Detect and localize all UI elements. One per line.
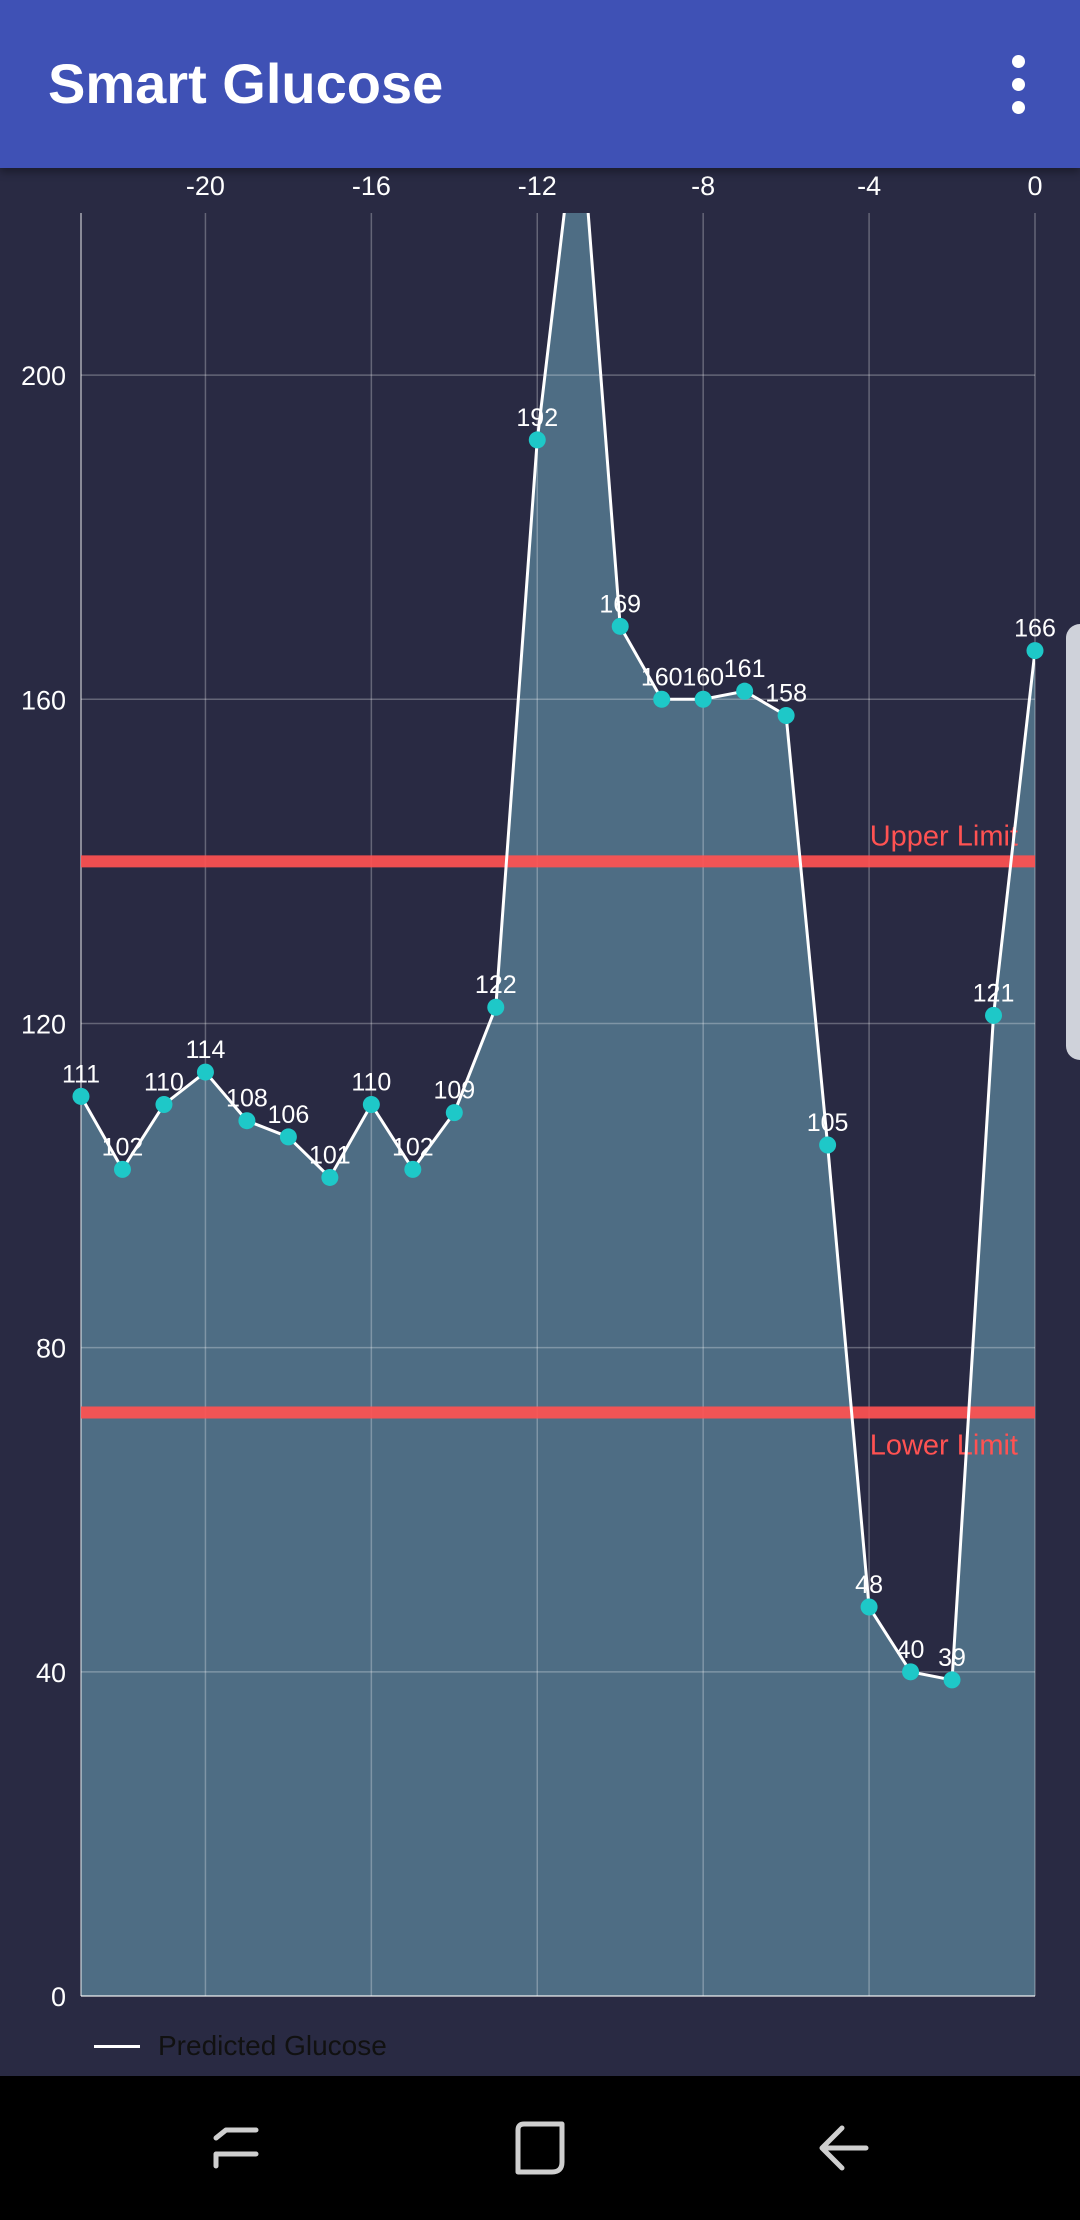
data-point [902, 1663, 920, 1681]
recents-icon[interactable] [188, 2098, 288, 2198]
data-point [860, 1598, 878, 1616]
data-point [777, 706, 795, 724]
data-label: 169 [599, 590, 641, 618]
x-tick-label: 0 [1027, 171, 1042, 201]
y-tick-label: 120 [21, 1009, 66, 1039]
dot [1011, 100, 1025, 114]
data-label: 39 [938, 1644, 966, 1672]
series-line [81, 213, 1035, 1682]
data-label: 40 [897, 1636, 925, 1664]
chart-svg[interactable]: -20 -16 -12 -8 -4 0 0 40 80 120 160 200 Upper Limit L… [0, 168, 1080, 2076]
y-tick-label: 0 [51, 1982, 66, 2012]
dot [1011, 77, 1025, 91]
data-label: 166 [1014, 615, 1056, 643]
limit-label: Upper Limit [870, 820, 1018, 852]
x-tick-label: -12 [518, 171, 557, 201]
data-point [72, 1087, 90, 1105]
data-label: 110 [351, 1069, 391, 1097]
data-point [238, 1112, 256, 1130]
data-point [404, 1160, 422, 1178]
data-point [1026, 642, 1044, 660]
data-point [736, 682, 754, 700]
data-point [653, 690, 671, 708]
area-fill [81, 213, 1035, 1996]
x-tick-label: -4 [857, 171, 881, 201]
data-label: 108 [226, 1085, 268, 1113]
home-icon[interactable] [490, 2098, 590, 2198]
y-tick-label: 200 [21, 361, 66, 391]
data-label: 101 [309, 1141, 351, 1169]
data-point [196, 1063, 214, 1081]
chart-legend: Predicted Glucose [94, 2024, 387, 2068]
data-point [362, 1096, 380, 1113]
data-label: 158 [765, 679, 807, 707]
y-tick-label: 160 [21, 685, 66, 715]
data-point [279, 1128, 297, 1146]
data-point [321, 1168, 339, 1186]
data-point [528, 431, 546, 449]
data-label: 114 [186, 1036, 226, 1064]
legend-label: Predicted Glucose [158, 2030, 387, 2061]
data-point [113, 1160, 131, 1178]
app-bar: Smart Glucose [0, 0, 1080, 168]
limit-label: Lower Limit [870, 1429, 1018, 1461]
legend-line-icon [94, 2044, 140, 2048]
x-tick-label: -20 [186, 171, 225, 201]
data-point [985, 1006, 1003, 1024]
data-label: 110 [144, 1069, 184, 1097]
data-label: 105 [807, 1109, 849, 1137]
back-icon[interactable] [794, 2098, 894, 2198]
data-label: 102 [102, 1133, 144, 1161]
data-label: 109 [433, 1077, 475, 1105]
data-point [445, 1104, 463, 1122]
data-point [694, 690, 712, 708]
data-label: 106 [268, 1101, 310, 1129]
data-label: 122 [475, 971, 517, 999]
data-label: 111 [62, 1060, 100, 1088]
data-label: 160 [641, 663, 683, 691]
system-navigation-bar [0, 2076, 1080, 2220]
edge-panel-handle[interactable] [1066, 624, 1080, 1060]
data-point [943, 1671, 961, 1689]
data-label: 121 [973, 979, 1015, 1007]
y-tick-label: 40 [36, 1658, 66, 1688]
app-title: Smart Glucose [48, 52, 444, 115]
x-tick-label: -16 [352, 171, 391, 201]
data-label: 192 [516, 404, 558, 432]
data-label: 160 [682, 663, 724, 691]
data-point [819, 1136, 837, 1154]
data-label: 102 [392, 1133, 434, 1161]
data-point [611, 617, 629, 635]
y-tick-label: 80 [36, 1334, 66, 1364]
data-label: 48 [855, 1571, 883, 1599]
data-label: 161 [724, 655, 766, 683]
dot [1011, 54, 1025, 68]
more-vert-icon[interactable] [980, 46, 1056, 122]
data-point [487, 998, 505, 1016]
x-tick-label: -8 [691, 171, 715, 201]
data-point [155, 1096, 173, 1113]
glucose-chart[interactable]: -20 -16 -12 -8 -4 0 0 40 80 120 160 200 Upper Limit L… [0, 168, 1080, 2076]
